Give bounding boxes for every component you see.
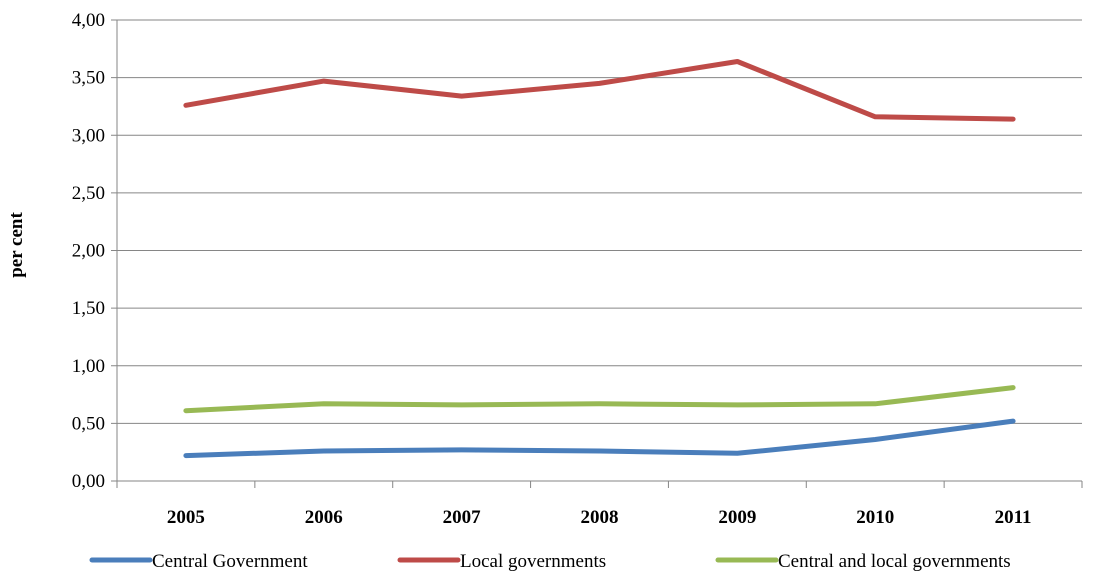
series-line <box>183 59 1016 122</box>
y-tick-label: 3,00 <box>72 125 105 146</box>
gridlines <box>111 19 1082 482</box>
y-tick-label: 1,50 <box>72 298 105 319</box>
y-tick-label: 0,00 <box>72 471 105 492</box>
legend: Central Government Local governments Centr… <box>89 551 1011 572</box>
series-line <box>183 385 1016 414</box>
x-tick-label: 2005 <box>167 507 205 528</box>
series-line <box>183 418 1016 459</box>
y-tick-label: 2,00 <box>72 241 105 262</box>
x-tick-label: 2008 <box>581 507 619 528</box>
x-tick-label: 2010 <box>856 507 894 528</box>
y-tick-label: 3,50 <box>72 68 105 89</box>
y-axis-title: per cent <box>6 212 27 278</box>
x-tick-label: 2007 <box>443 507 482 528</box>
legend-label: Central and local governments <box>778 551 1011 572</box>
x-tick-labels: 2005 2006 2007 2008 2009 2010 2011 <box>167 507 1032 528</box>
y-tick-label: 4,00 <box>72 10 105 31</box>
y-tick-label: 2,50 <box>72 183 105 204</box>
y-tick-labels: 0,00 0,50 1,00 1,50 2,00 2,50 3,00 3,50 4,00 <box>72 10 105 492</box>
legend-label: Central Government <box>152 551 308 572</box>
x-tick-label: 2011 <box>995 507 1032 528</box>
y-tick-label: 1,00 <box>72 356 105 377</box>
legend-label: Local governments <box>460 551 606 572</box>
y-tick-label: 0,50 <box>72 413 105 434</box>
axes <box>116 20 1083 488</box>
x-tick-label: 2009 <box>718 507 756 528</box>
series-lines <box>183 59 1016 459</box>
x-tick-label: 2006 <box>305 507 343 528</box>
